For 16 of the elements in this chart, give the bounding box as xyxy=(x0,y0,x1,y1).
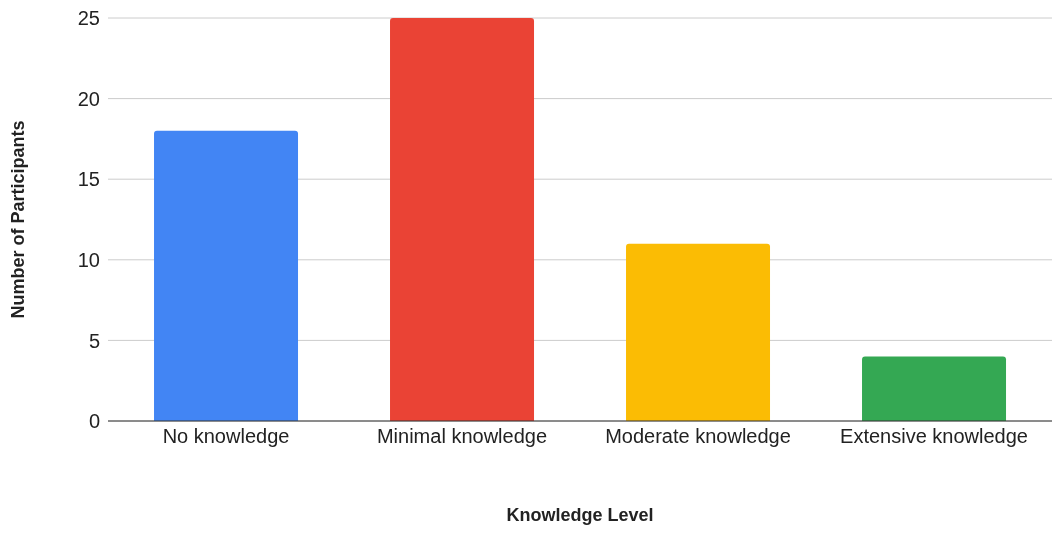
y-axis-title: Number of Participants xyxy=(8,120,29,319)
bar xyxy=(862,356,1007,421)
bar xyxy=(626,243,771,421)
x-tick-label: Extensive knowledge xyxy=(840,425,1028,448)
y-tick-label: 5 xyxy=(88,329,100,352)
y-tick-label: 0 xyxy=(88,410,100,433)
bar xyxy=(154,130,299,421)
x-tick-label: No knowledge xyxy=(162,425,290,448)
y-tick-label: 20 xyxy=(77,87,100,110)
y-tick-label: 10 xyxy=(77,248,100,271)
y-tick-label: 15 xyxy=(77,168,100,191)
x-tick-label: Moderate knowledge xyxy=(605,425,791,448)
bar xyxy=(390,18,535,421)
x-axis-title: Knowledge Level xyxy=(506,505,654,525)
y-tick-label: 25 xyxy=(77,7,100,30)
x-tick-label: Minimal knowledge xyxy=(376,425,548,448)
